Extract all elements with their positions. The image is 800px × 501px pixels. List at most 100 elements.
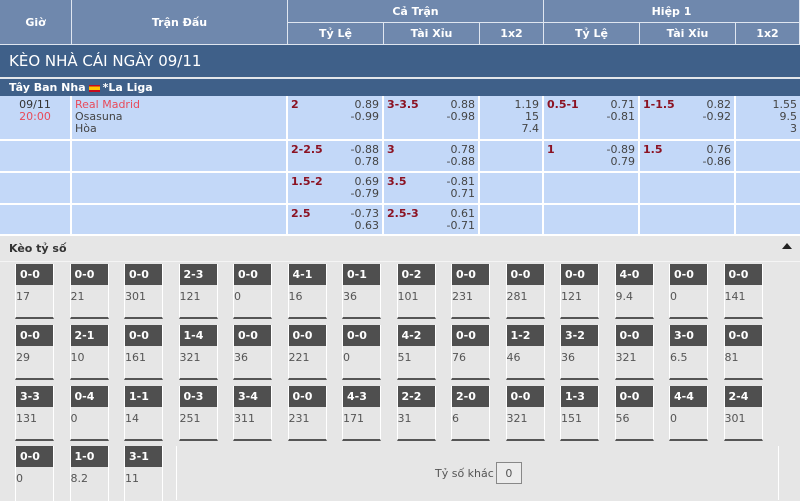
score-cell[interactable]: 3-3 131 [15, 385, 54, 441]
score-cell[interactable]: 2-0 6 [451, 385, 490, 441]
odds-value[interactable]: -0.71 [446, 219, 475, 232]
odds-value[interactable]: 0.82 [706, 98, 732, 111]
score-cell[interactable]: 4-0 9.4 [614, 264, 654, 319]
score-cell[interactable]: 0-2 101 [396, 264, 436, 319]
score-cell[interactable]: 0-0 321 [505, 385, 545, 441]
odds-value[interactable]: -0.86 [702, 155, 731, 168]
odds-value[interactable]: 0.71 [610, 98, 636, 111]
score-cell[interactable]: 0-4 0 [69, 385, 109, 441]
score-cell[interactable]: 0-0 0 [233, 264, 272, 319]
score-cell[interactable]: 0-0 221 [287, 324, 327, 380]
score-odds: 101 [397, 290, 419, 303]
score-cell[interactable]: 0-0 0 [342, 324, 381, 380]
1x2-odds[interactable]: 9.5 [779, 110, 798, 123]
score-cell[interactable]: 0-0 29 [15, 324, 54, 380]
caret-up-icon[interactable] [782, 243, 792, 249]
odds-value[interactable]: -0.92 [702, 110, 731, 123]
score-cell[interactable]: 0-0 281 [505, 264, 545, 319]
odds-value[interactable]: 0.88 [450, 98, 476, 111]
score-cell[interactable]: 0-0 0 [15, 446, 54, 501]
odds-value[interactable]: -0.89 [606, 143, 635, 156]
score-cell[interactable]: 0-0 231 [451, 264, 490, 319]
score-cell[interactable]: 4-4 0 [669, 385, 708, 441]
score-cell[interactable]: 0-0 231 [287, 385, 327, 441]
1x2-odds[interactable]: 1.55 [772, 98, 798, 111]
odds-value[interactable]: 0.61 [450, 207, 476, 220]
home-team[interactable]: Real Madrid [75, 98, 140, 111]
1x2-odds[interactable]: 15 [525, 110, 539, 123]
score-odds: 76 [452, 350, 466, 364]
score-cell[interactable]: 0-0 21 [69, 264, 109, 319]
odds-value[interactable]: -0.81 [446, 175, 475, 188]
odds-value[interactable]: -0.98 [446, 110, 475, 123]
correct-score-section-header[interactable]: Kèo tỷ số [0, 236, 800, 262]
score-cell[interactable]: 3-0 6.5 [669, 324, 708, 380]
odds-value[interactable]: -0.81 [606, 110, 635, 123]
odds-cell [544, 173, 640, 205]
odds-value[interactable]: 0.76 [706, 143, 732, 156]
odds-value[interactable]: -0.73 [350, 207, 379, 220]
score-cell[interactable]: 0-1 36 [342, 264, 381, 319]
odds-value[interactable]: 0.71 [450, 187, 476, 200]
score-cell[interactable]: 0-3 251 [178, 385, 218, 441]
score-cell[interactable]: 2-2 31 [396, 385, 436, 441]
score-cell[interactable]: 0-0 0 [669, 264, 708, 319]
odds-cell [0, 141, 72, 173]
odds-value[interactable]: -0.79 [350, 187, 379, 200]
score-cell[interactable]: 3-2 36 [560, 324, 599, 380]
odds-value[interactable]: 0.69 [354, 175, 380, 188]
league-header[interactable]: Tây Ban Nha *La Liga [0, 78, 800, 96]
line-value: 2 [291, 98, 299, 111]
score-cell[interactable]: 1-2 46 [505, 324, 545, 380]
col-ft-ty-le: Tỷ Lệ [288, 23, 384, 45]
odds-cell: 1.19 15 7.4 [480, 96, 544, 141]
score-cell[interactable]: 0-0 321 [614, 324, 654, 380]
score-cell[interactable]: 4-1 16 [287, 264, 327, 319]
odds-value[interactable]: 0.63 [354, 219, 380, 232]
score-cell[interactable]: 1-4 321 [178, 324, 218, 380]
score-cell[interactable]: 3-1 11 [124, 446, 163, 501]
line-value: 3 [387, 143, 395, 156]
score-cell[interactable]: 1-0 8.2 [69, 446, 109, 501]
score-odds: 0 [16, 472, 23, 486]
score-cell[interactable]: 0-0 121 [560, 264, 599, 319]
score-cell[interactable]: 4-3 171 [342, 385, 381, 441]
odds-value[interactable]: 0.89 [354, 98, 380, 111]
odds-value[interactable]: -0.88 [446, 155, 475, 168]
score-cell[interactable]: 0-0 36 [233, 324, 272, 380]
match-time: 20:00 [19, 110, 51, 123]
score-cell[interactable]: 0-0 56 [614, 385, 654, 441]
odds-cell: 1.55 9.5 3 [736, 96, 800, 141]
score-odds: 301 [125, 290, 146, 303]
1x2-odds[interactable]: 3 [790, 122, 797, 135]
score-cell[interactable]: 3-4 311 [233, 385, 272, 441]
score-odds: 0 [234, 290, 241, 303]
score-cell[interactable]: 0-0 141 [723, 264, 763, 319]
score-cell[interactable]: 2-1 10 [69, 324, 109, 380]
odds-value[interactable]: 0.78 [450, 143, 476, 156]
1x2-odds[interactable]: 1.19 [514, 98, 540, 111]
score-cell[interactable]: 0-0 81 [723, 324, 763, 380]
score-cell[interactable]: 2-4 301 [723, 385, 763, 441]
score-odds: 51 [397, 350, 412, 364]
1x2-odds[interactable]: 7.4 [521, 122, 540, 135]
line-value: 3-3.5 [387, 98, 419, 111]
odds-value[interactable]: -0.99 [350, 110, 379, 123]
score-cell[interactable]: 1-3 151 [560, 385, 599, 441]
odds-value[interactable]: 0.78 [354, 155, 380, 168]
odds-value[interactable]: -0.88 [350, 143, 379, 156]
score-label: 0-1 [343, 264, 380, 285]
score-odds: 81 [724, 350, 739, 364]
other-score-value[interactable]: 0 [495, 462, 522, 484]
col-tran-dau: Trận Đấu [72, 0, 288, 45]
score-cell[interactable]: 0-0 76 [451, 324, 490, 380]
score-cell[interactable]: 1-1 14 [124, 385, 163, 441]
away-team[interactable]: Osasuna [75, 110, 123, 123]
score-cell[interactable]: 4-2 51 [396, 324, 436, 380]
col-h1-tai-xiu: Tài Xỉu [640, 23, 736, 45]
odds-value[interactable]: 0.79 [610, 155, 636, 168]
score-cell[interactable]: 0-0 17 [15, 264, 54, 319]
score-cell[interactable]: 0-0 301 [124, 264, 163, 319]
score-cell[interactable]: 2-3 121 [178, 264, 218, 319]
score-cell[interactable]: 0-0 161 [124, 324, 163, 380]
